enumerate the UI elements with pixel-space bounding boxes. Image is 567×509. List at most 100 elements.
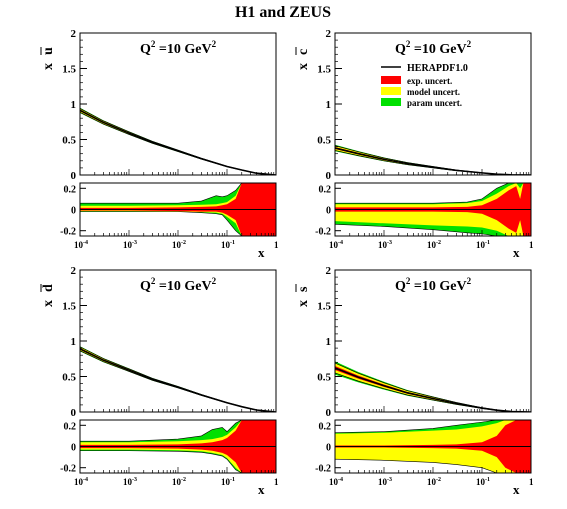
main-ylabel: xu: [40, 47, 56, 70]
main-band-model: [80, 346, 276, 412]
panel-title: Q2 =10 GeV2: [395, 276, 472, 294]
ratio-edge-upper: [335, 420, 531, 434]
ratio-xtick-label: 10-2: [172, 240, 186, 250]
ratio-xlabel: x: [258, 245, 265, 260]
ratio-xtick-label: 10-1: [476, 477, 490, 487]
ratio-xlabel: x: [513, 245, 520, 260]
main-ytick-label: 1: [71, 99, 77, 111]
main-ytick-label: 0: [71, 170, 77, 182]
ratio-xtick-label: 10-4: [74, 477, 88, 487]
main-central-edge-lower: [80, 112, 276, 175]
main-band-edge-upper: [80, 346, 276, 412]
main-ylabel: xd: [40, 284, 56, 307]
main-central-edge-lower: [80, 350, 276, 412]
main-band-param: [335, 361, 531, 412]
main-ytick-label: 2: [71, 265, 77, 277]
main-plot-area: [335, 361, 531, 412]
panel-title: Q2 =10 GeV2: [140, 276, 217, 294]
main-ytick-label: 1: [71, 336, 77, 348]
legend-label-model: model uncert.: [407, 87, 460, 97]
main-ylabel-x: x: [296, 63, 311, 70]
main-ytick-label: 0: [326, 170, 332, 182]
ratio-ytick-label: 0.2: [319, 184, 332, 195]
ratio-xtick-label: 10-4: [74, 240, 88, 250]
legend: HERAPDF1.0 exp. uncert.model uncert.param…: [381, 63, 468, 108]
main-central-curve: [335, 147, 531, 175]
ratio-plot-area: [80, 420, 276, 473]
ratio-ytick-label: 0: [71, 443, 76, 454]
ratio-xtick-label: 10-3: [123, 477, 137, 487]
main-plot-area: [80, 107, 276, 175]
legend-swatch-exp: [381, 76, 401, 84]
ratio-ytick-label: -0.2: [60, 464, 76, 475]
ratio-xtick-label: 10-2: [172, 477, 186, 487]
main-ytick-label: 2: [326, 265, 332, 277]
ratio-plot-area: [335, 183, 531, 236]
main-band-edge-upper: [80, 108, 276, 175]
main-ylabel-quark: s: [296, 286, 311, 292]
ratio-plot-area: [80, 183, 276, 236]
main-ylabel-quark: c: [296, 49, 311, 55]
ratio-xtick-label: 10-2: [427, 240, 441, 250]
main-ytick-label: 0: [71, 407, 77, 419]
figure-title: H1 and ZEUS: [235, 4, 331, 21]
main-band-model: [335, 363, 531, 412]
main-central-curve: [80, 109, 276, 175]
main-ytick-label: 1.5: [317, 64, 331, 76]
ratio-ytick-label: 0.2: [319, 421, 332, 432]
ratio-edge-lower: [80, 211, 276, 236]
ratio-edge-lower: [80, 450, 276, 473]
ratio-xtick-label: 10-1: [476, 240, 490, 250]
main-ytick-label: 0.5: [62, 372, 76, 384]
main-band-exp: [80, 109, 276, 175]
ratio-xtick-label: 10-1: [221, 477, 235, 487]
main-plot-area: [80, 346, 276, 412]
ratio-edge-upper: [335, 183, 531, 204]
main-ytick-label: 2: [326, 28, 332, 40]
ratio-edge-upper: [80, 183, 276, 204]
main-ytick-label: 1: [326, 99, 332, 111]
main-band-exp: [335, 365, 531, 412]
ratio-ytick-label: 0: [71, 206, 76, 217]
ratio-xtick-label: 10-4: [329, 477, 343, 487]
main-ylabel-x: x: [296, 300, 311, 307]
panel-title: Q2 =10 GeV2: [395, 39, 472, 57]
panel-title: Q2 =10 GeV2: [140, 39, 217, 57]
main-ytick-label: 0.5: [62, 135, 76, 147]
ratio-ytick-label: 0.2: [64, 421, 77, 432]
main-ylabel-quark: d: [41, 284, 56, 292]
main-ylabel: xs: [295, 284, 311, 307]
legend-swatch-param: [381, 98, 401, 106]
ratio-ytick-label: -0.2: [315, 227, 331, 238]
ratio-xtick-label: 1: [274, 477, 279, 487]
ratio-xlabel: x: [258, 482, 265, 497]
ratio-edge-lower: [335, 224, 531, 236]
ratio-xtick-label: 1: [529, 240, 534, 250]
main-ytick-label: 1.5: [62, 64, 76, 76]
ratio-xtick-label: 10-3: [123, 240, 137, 250]
main-band-param: [80, 107, 276, 175]
main-ylabel-x: x: [41, 300, 56, 307]
main-ytick-label: 0.5: [317, 372, 331, 384]
main-ytick-label: 1.5: [317, 301, 331, 313]
ratio-xtick-label: 1: [529, 477, 534, 487]
main-central-curve: [80, 348, 276, 412]
main-band-edge-upper: [335, 362, 531, 412]
ratio-ytick-label: 0: [326, 206, 331, 217]
main-ytick-label: 1.5: [62, 301, 76, 313]
ratio-xlabel: x: [513, 482, 520, 497]
main-ytick-label: 0: [326, 407, 332, 419]
ratio-edge-upper: [80, 420, 276, 442]
main-ylabel-x: x: [41, 63, 56, 70]
ratio-ytick-label: 0.2: [64, 184, 77, 195]
ratio-ytick-label: -0.2: [60, 227, 76, 238]
legend-label-central: HERAPDF1.0: [407, 63, 468, 74]
ratio-xtick-label: 10-3: [378, 240, 392, 250]
main-band-exp: [80, 348, 276, 412]
